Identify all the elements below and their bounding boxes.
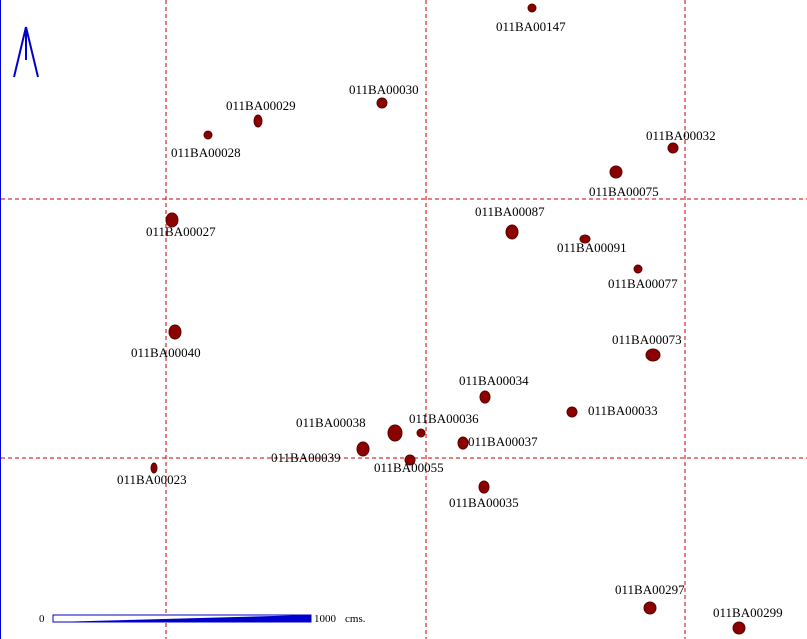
well-label: 011BA00034	[459, 373, 529, 388]
well-point[interactable]	[480, 391, 490, 403]
well-label: 011BA00035	[449, 495, 519, 510]
well-point[interactable]	[610, 166, 622, 178]
well-point[interactable]	[644, 602, 656, 614]
well-point[interactable]	[506, 225, 518, 239]
well-label: 011BA00036	[409, 411, 479, 426]
well-label: 011BA00055	[374, 460, 444, 475]
well-point[interactable]	[567, 407, 577, 417]
well-point[interactable]	[458, 437, 468, 449]
well-label: 011BA00038	[296, 415, 366, 430]
well-point[interactable]	[357, 442, 369, 456]
well-label: 011BA00033	[588, 403, 658, 418]
well-label: 011BA00029	[226, 98, 296, 113]
well-point[interactable]	[204, 131, 212, 139]
well-label: 011BA00091	[557, 240, 627, 255]
well-label: 011BA00027	[146, 224, 216, 239]
well-label: 011BA00147	[496, 19, 566, 34]
well-point[interactable]	[479, 481, 489, 493]
well-point[interactable]	[377, 98, 387, 108]
well-point[interactable]	[388, 425, 402, 441]
scale-end-label: 1000	[314, 613, 337, 625]
well-label: 011BA00028	[171, 145, 241, 160]
well-label: 011BA00040	[131, 345, 201, 360]
well-point[interactable]	[417, 429, 425, 437]
scale-start-label: 0	[39, 613, 45, 625]
well-label: 011BA00087	[475, 204, 545, 219]
north-arrow-icon	[14, 27, 38, 77]
well-point[interactable]	[634, 265, 642, 273]
well-point[interactable]	[668, 143, 678, 153]
well-labels: 011BA00147 011BA00030 011BA00029 011BA00028…	[117, 19, 783, 620]
well-point[interactable]	[254, 115, 262, 127]
well-label: 011BA00032	[646, 128, 716, 143]
well-label: 011BA00299	[713, 605, 783, 620]
well-label: 011BA00030	[349, 82, 419, 97]
well-point[interactable]	[169, 325, 181, 339]
well-label: 011BA00077	[608, 276, 678, 291]
scale-unit-label: cms.	[345, 613, 366, 625]
well-point[interactable]	[528, 4, 536, 12]
well-label: 011BA00023	[117, 472, 187, 487]
well-label: 011BA00073	[612, 332, 682, 347]
well-label: 011BA00075	[589, 184, 659, 199]
well-label: 011BA00297	[615, 582, 685, 597]
scale-bar: 0 1000 cms.	[39, 613, 366, 625]
well-point[interactable]	[646, 349, 660, 361]
well-point[interactable]	[733, 622, 745, 634]
well-label: 011BA00039	[271, 450, 341, 465]
well-label: 011BA00037	[468, 434, 538, 449]
